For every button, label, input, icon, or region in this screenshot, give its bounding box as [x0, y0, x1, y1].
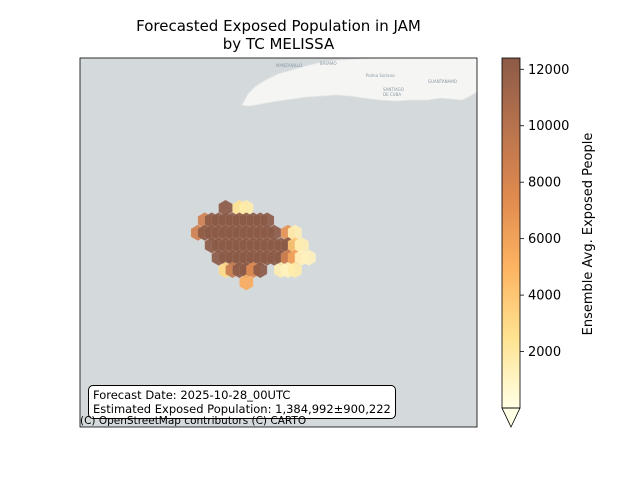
map-axes-frame: [79, 57, 478, 428]
map-attribution: (C) OpenStreetMap contributors (C) CARTO: [80, 415, 307, 427]
chart-title: Forecasted Exposed Population in JAM by …: [80, 17, 477, 53]
exposure-hexbins: [190, 199, 316, 291]
map-place-label-0: MANZANILLO: [276, 63, 302, 68]
colorbar-tick-label-2: 6000: [528, 232, 561, 247]
colorbar-tick-label-0: 2000: [528, 345, 561, 360]
cuba-coastline: [241, 58, 477, 107]
chart-title-line-2: by TC MELISSA: [222, 35, 335, 53]
estimated-exposed-population: Estimated Exposed Population: 1,384,992±…: [93, 402, 391, 416]
hexbin-cell-60: [253, 261, 268, 279]
map-place-label-3: GUANTANAMO: [428, 79, 457, 84]
colorbar: 2000 4000 6000 8000 10000 12000 Ensemble Avg.…: [501, 57, 596, 428]
map-place-label-5: DE CUBA: [383, 92, 401, 97]
colorbar-gradient: [502, 58, 520, 408]
colorbar-tick-label-3: 8000: [528, 176, 561, 191]
forecast-info-box: Forecast Date: 2025-10-28_00UTC Estimate…: [88, 385, 396, 419]
colorbar-tick-label-1: 4000: [528, 289, 561, 304]
hexbin-cell-64: [239, 274, 254, 291]
map-place-label-2: Palma Soriano: [366, 73, 395, 78]
chart-title-line-1: Forecasted Exposed Population in JAM: [136, 17, 421, 35]
map-place-label-4: SANTIAGO: [383, 87, 404, 92]
hexbin-cell-54: [301, 249, 316, 266]
map-place-label-1: BAYAMO: [320, 61, 337, 66]
colorbar-tick-label-5: 12000: [528, 63, 569, 78]
colorbar-frame: [501, 57, 521, 409]
hexbin-cell-63: [287, 261, 303, 279]
forecast-date: Forecast Date: 2025-10-28_00UTC: [93, 388, 291, 402]
map-place-labels: MANZANILLO BAYAMO Palma Soriano GUANTANAMO S…: [276, 61, 457, 97]
colorbar-label: Ensemble Avg. Exposed People: [581, 133, 596, 336]
colorbar-tick-label-4: 10000: [528, 119, 569, 134]
colorbar-extend-triangle: [501, 407, 521, 428]
